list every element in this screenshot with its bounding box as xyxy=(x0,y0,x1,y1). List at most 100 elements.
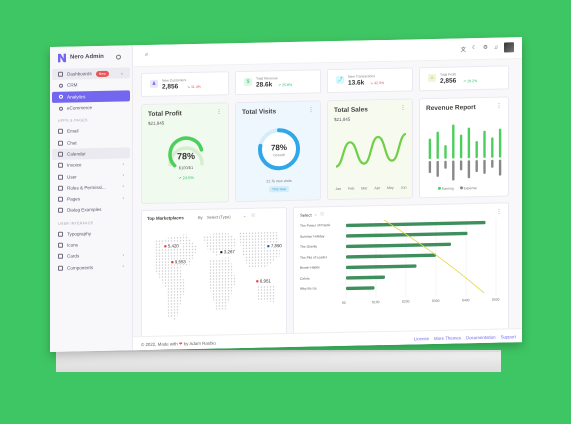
brand-name: Nero Admin xyxy=(70,53,104,61)
bar-category-label: Brown Habits xyxy=(300,265,320,270)
profit-percent: 78% xyxy=(176,150,195,162)
sidebar-item-label: Dashboards xyxy=(67,71,92,77)
info-icon[interactable]: ⓘ xyxy=(320,211,324,217)
earning-bar xyxy=(491,137,494,158)
visits-tag[interactable]: This Year xyxy=(269,185,290,193)
x-tick-label: $500 xyxy=(492,297,500,302)
theme-toggle-icon[interactable]: ☾ xyxy=(472,45,477,52)
total-sales-card: Total Sales $21,845 ⋮ Jan Feb Mar Apr May Jun xyxy=(327,98,413,201)
more-icon[interactable]: ⋮ xyxy=(216,109,222,116)
brand-logo-icon xyxy=(58,53,66,62)
indonesia-flag-icon: ■ xyxy=(256,278,259,284)
mail-icon xyxy=(58,129,63,135)
profit-delta: ↗ 24.5% xyxy=(178,174,194,181)
stat-value: 2,856 xyxy=(162,83,179,91)
more-icon[interactable]: ⋮ xyxy=(308,107,314,114)
star-icon xyxy=(58,242,63,248)
marker-germany[interactable]: ■ 3,267 xyxy=(218,249,237,255)
earning-bar xyxy=(459,134,463,159)
profit-sub: $100/$1 xyxy=(178,164,194,171)
x-tick-label: $100 xyxy=(372,300,380,305)
expense-bar xyxy=(444,160,447,169)
by-label: By xyxy=(198,214,203,220)
sidebar-item-ecommerce[interactable]: eCommerce xyxy=(52,101,130,114)
total-visits-card: Total Visits ⋮ 78% Growth 21.7k new visi… xyxy=(235,100,321,203)
avatar[interactable] xyxy=(504,42,514,53)
book-bar xyxy=(346,286,375,291)
type-select[interactable]: Select (Type) xyxy=(207,214,231,220)
chevron-right-icon: › xyxy=(122,161,124,168)
stat-label: Total Revenue xyxy=(256,76,278,81)
footer-link-themes[interactable]: More Themes xyxy=(434,335,462,341)
lock-icon xyxy=(58,185,63,191)
chevron-down-icon[interactable]: ⌄ xyxy=(243,212,247,218)
settings-icon[interactable]: ⚙ xyxy=(482,44,488,51)
card-title: Total Profit xyxy=(148,110,182,118)
russia-flag-icon: ■ xyxy=(267,243,270,249)
chevron-right-icon: › xyxy=(122,195,124,202)
month-tick-label: Mar xyxy=(361,186,368,191)
sales-months: Jan Feb Mar Apr May Jun xyxy=(332,185,410,191)
sidebar-item-label: CRM xyxy=(67,82,78,89)
month-tick-label: Jun xyxy=(400,185,407,190)
footer-link-support[interactable]: Support xyxy=(500,334,516,340)
sidebar-item-label: Invoice xyxy=(67,162,82,168)
stat-card: ⤴ New Transactions 13.6k ↘ 42.9% xyxy=(327,67,413,94)
marker-russia[interactable]: ■ 7,890 xyxy=(265,243,284,249)
revenue-bar-chart xyxy=(428,124,502,181)
sales-value: $21,845 xyxy=(334,116,351,123)
marker-indonesia[interactable]: ■ 6,951 xyxy=(254,278,273,284)
chevron-down-icon[interactable]: ⌄ xyxy=(314,211,318,217)
stat-delta: ↗ 18.2% xyxy=(463,79,478,84)
sidebar-item-label: Icons xyxy=(67,242,78,248)
more-icon[interactable]: ⋮ xyxy=(400,105,406,112)
card-title: Revenue Report xyxy=(426,104,476,113)
collapse-toggle-icon[interactable] xyxy=(115,54,121,60)
books-bar-chart xyxy=(345,217,497,299)
search-icon[interactable]: ⌕ xyxy=(145,51,149,59)
chevron-right-icon: › xyxy=(122,172,124,179)
month-tick-label: Feb xyxy=(348,186,355,191)
chevron-right-icon: › xyxy=(122,263,124,270)
brand[interactable]: Nero Admin xyxy=(50,45,132,69)
more-icon[interactable]: ⋮ xyxy=(496,103,502,110)
sidebar-item-components[interactable]: Components › xyxy=(52,261,130,274)
earning-bar xyxy=(467,127,471,159)
stat-label: New Customers xyxy=(162,78,187,83)
notification-icon[interactable]: ♫ xyxy=(493,44,498,51)
sidebar-item-label: Pages xyxy=(67,196,81,202)
chevron-right-icon: › xyxy=(122,183,124,190)
sidebar-item-label: Email xyxy=(67,128,79,134)
sidebar-item-label: User xyxy=(67,173,77,180)
circle-icon xyxy=(59,106,63,111)
stat-card: ⌂ Total Profit 2,856 ↗ 18.2% xyxy=(419,65,509,92)
more-icon[interactable]: ⋮ xyxy=(496,209,502,216)
file-icon xyxy=(58,196,63,202)
footer-link-license[interactable]: License xyxy=(413,336,430,342)
germany-flag-icon: ■ xyxy=(220,249,223,255)
marketplaces-card: Top Marketplaces By Select (Type) ⌄ ⓘ ■ … xyxy=(141,207,287,346)
marker-canada[interactable]: ■ 5,420 xyxy=(162,243,181,249)
bar-category-label: Summer Holiday xyxy=(300,233,325,239)
dialog-icon xyxy=(58,208,63,214)
marker-usa[interactable]: ■ 9,553 xyxy=(169,259,188,265)
expense-bar xyxy=(428,161,432,174)
book-bar xyxy=(346,220,486,228)
legend-earning: Earning xyxy=(438,187,454,191)
sidebar-item-label: Analytics xyxy=(67,93,86,100)
card-title: Top Marketplaces xyxy=(147,215,184,221)
earning-bar xyxy=(428,138,432,160)
sidebar-item-label: Cards xyxy=(67,253,80,259)
translate-icon[interactable]: ⽂ xyxy=(460,47,466,54)
card-icon xyxy=(58,254,63,260)
visits-note: 21.7k new visits xyxy=(266,178,292,184)
stat-value: 28.6k xyxy=(256,81,273,89)
select-dropdown[interactable]: Select xyxy=(300,212,312,218)
info-icon[interactable]: ⓘ xyxy=(251,212,255,218)
sidebar-item-dialogs[interactable]: Dialog Examples xyxy=(52,204,130,217)
dollar-icon: $ xyxy=(244,77,252,86)
earning-bar xyxy=(475,141,478,159)
bar-category-label: Colors xyxy=(300,276,310,281)
footer-link-docs[interactable]: Documentation xyxy=(466,334,496,341)
invoice-icon xyxy=(58,162,63,169)
